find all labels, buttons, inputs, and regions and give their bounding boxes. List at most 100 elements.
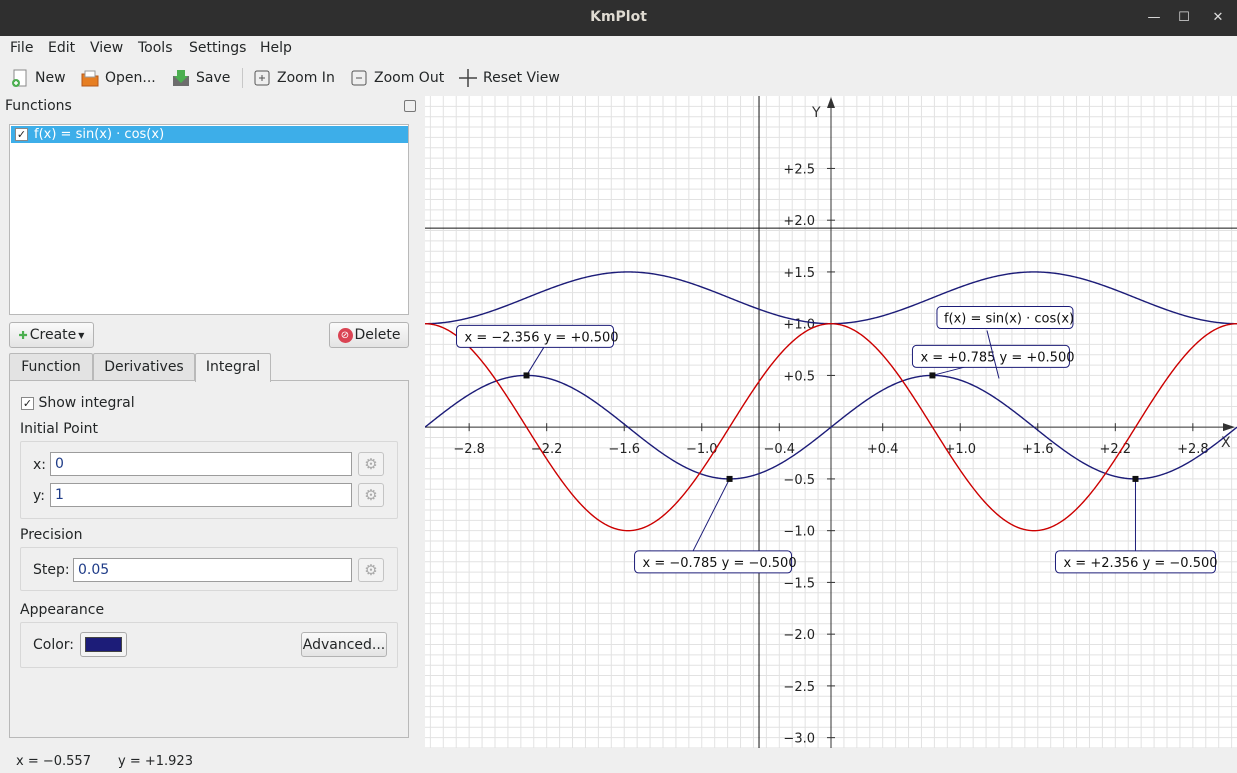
color-picker-button[interactable] <box>80 632 127 657</box>
y-tick-label: +2.5 <box>783 162 815 177</box>
annotation-leader <box>692 478 730 552</box>
save-icon <box>171 68 191 88</box>
initial-point-group: x: 0 ⚙ y: 1 ⚙ <box>20 441 398 519</box>
reset-view-label: Reset View <box>483 70 560 86</box>
zoom-out-icon <box>349 68 369 88</box>
x-tick-label: −0.4 <box>764 442 796 457</box>
x-axis-label: X <box>1221 435 1231 451</box>
y-tick-label: −3.0 <box>783 732 815 747</box>
tab-derivatives[interactable]: Derivatives <box>93 353 195 381</box>
create-icon: ✚ <box>18 328 28 342</box>
step-input[interactable]: 0.05 <box>73 558 352 582</box>
x-tick-label: −2.2 <box>531 442 563 457</box>
delete-button[interactable]: ⊘ Delete <box>329 322 409 348</box>
function-curve <box>424 374 1237 480</box>
x-tick-label: +2.8 <box>1177 442 1209 457</box>
folder-open-icon <box>80 68 100 88</box>
menu-edit[interactable]: Edit <box>48 40 76 56</box>
crosshair-icon <box>458 68 478 88</box>
y-tick-label: −0.5 <box>783 473 815 488</box>
annotation-box <box>1054 550 1216 574</box>
x-input[interactable]: 0 <box>50 452 352 476</box>
chevron-down-icon: ▼ <box>78 330 85 340</box>
create-button[interactable]: ✚ Create ▼ <box>9 322 94 348</box>
step-field-label: Step: <box>33 562 70 578</box>
annotation-text: x = +0.785 y = +0.500 <box>920 350 1074 365</box>
status-cursor-x: x = −0.557 <box>16 754 91 769</box>
zoom-out-label: Zoom Out <box>374 70 445 86</box>
save-button[interactable]: Save <box>171 65 230 91</box>
open-button[interactable]: Open... <box>80 65 156 91</box>
status-cursor-y: y = +1.923 <box>118 754 193 769</box>
title-bar: KmPlot — ☐ ✕ <box>0 0 1237 36</box>
y-tick-label: −1.5 <box>783 576 815 591</box>
menu-settings[interactable]: Settings <box>189 40 247 56</box>
function-list[interactable]: ✓ f(x) = sin(x) · cos(x) <box>9 124 409 315</box>
minimize-icon[interactable]: — <box>1147 10 1161 25</box>
y-input[interactable]: 1 <box>50 483 352 507</box>
menu-file[interactable]: File <box>10 40 34 56</box>
window-title: KmPlot <box>590 9 647 25</box>
new-button[interactable]: New <box>10 65 66 91</box>
y-tick-label: +2.0 <box>783 214 815 229</box>
function-visible-checkbox[interactable]: ✓ <box>15 128 28 141</box>
x-tick-label: +1.0 <box>944 442 976 457</box>
function-label-leader <box>986 330 1000 379</box>
annotation-text: x = −0.785 y = −0.500 <box>643 556 797 571</box>
advanced-button[interactable]: Advanced... <box>301 632 387 657</box>
zoom-in-button[interactable]: Zoom In <box>252 65 335 91</box>
annotation-box <box>456 324 615 348</box>
color-field-label: Color: <box>33 637 75 653</box>
extremum-marker <box>523 372 530 379</box>
x-tick-label: −2.8 <box>453 442 485 457</box>
y-tick-label: −2.0 <box>783 628 815 643</box>
integral-tab-pane: ✓ Show integral Initial Point x: 0 ⚙ y: … <box>9 380 409 738</box>
functions-panel: Functions ✓ f(x) = sin(x) · cos(x) ✚ Crea… <box>0 96 424 744</box>
save-label: Save <box>196 70 231 86</box>
tab-integral[interactable]: Integral <box>195 353 271 382</box>
y-tick-label: +1.5 <box>783 266 815 281</box>
float-panel-icon[interactable] <box>404 100 416 112</box>
delete-icon: ⊘ <box>337 327 353 343</box>
appearance-label: Appearance <box>20 602 105 618</box>
annotation-text: x = +2.356 y = −0.500 <box>1063 556 1217 571</box>
maximize-icon[interactable]: ☐ <box>1178 10 1190 25</box>
y-tick-label: +0.5 <box>783 369 815 384</box>
y-axis-label: Y <box>811 105 821 121</box>
delete-label: Delete <box>354 327 401 343</box>
x-tick-label: +2.2 <box>1100 442 1132 457</box>
annotation-box <box>634 550 793 574</box>
appearance-group: Color: Advanced... <box>20 622 398 668</box>
menu-help[interactable]: Help <box>260 40 292 56</box>
toolbar-separator <box>242 68 243 88</box>
menu-view[interactable]: View <box>90 40 124 56</box>
reset-view-button[interactable]: Reset View <box>458 65 560 91</box>
new-label: New <box>35 70 66 86</box>
functions-panel-title: Functions <box>5 98 72 114</box>
y-tick-label: −1.0 <box>783 525 815 540</box>
function-list-item[interactable]: ✓ f(x) = sin(x) · cos(x) <box>11 126 408 143</box>
y-axis-arrow <box>827 97 835 108</box>
x-field-label: x: <box>33 457 47 473</box>
create-label: Create <box>29 327 77 343</box>
close-icon[interactable]: ✕ <box>1212 10 1224 25</box>
gear-icon[interactable]: ⚙ <box>358 452 384 476</box>
zoom-out-button[interactable]: Zoom Out <box>349 65 444 91</box>
show-integral-checkbox[interactable]: ✓ Show integral <box>21 395 135 411</box>
extremum-marker <box>929 372 936 379</box>
tab-function[interactable]: Function <box>9 353 93 381</box>
function-plot[interactable]: X Y −2.8 −2.2 −1.6 −1.0 −0.4 +0.4 +1.0 +1.6 +2.2 +2… <box>424 96 1237 749</box>
function-list-item-label: f(x) = sin(x) · cos(x) <box>34 127 165 142</box>
extremum-marker <box>1132 475 1139 482</box>
gear-icon[interactable]: ⚙ <box>358 558 384 582</box>
menu-tools[interactable]: Tools <box>138 40 173 56</box>
extremum-marker <box>726 475 733 482</box>
status-bar: x = −0.557 y = +1.923 <box>0 750 1237 773</box>
new-document-icon <box>10 68 30 88</box>
show-integral-check-icon: ✓ <box>21 396 34 410</box>
function-label-box <box>936 306 1074 330</box>
show-integral-label: Show integral <box>38 395 135 411</box>
plot-area[interactable]: X Y −2.8 −2.2 −1.6 −1.0 −0.4 +0.4 +1.0 +1.6 +2.2 +2… <box>424 96 1237 749</box>
gear-icon[interactable]: ⚙ <box>358 483 384 507</box>
x-tick-label: +0.4 <box>867 442 899 457</box>
